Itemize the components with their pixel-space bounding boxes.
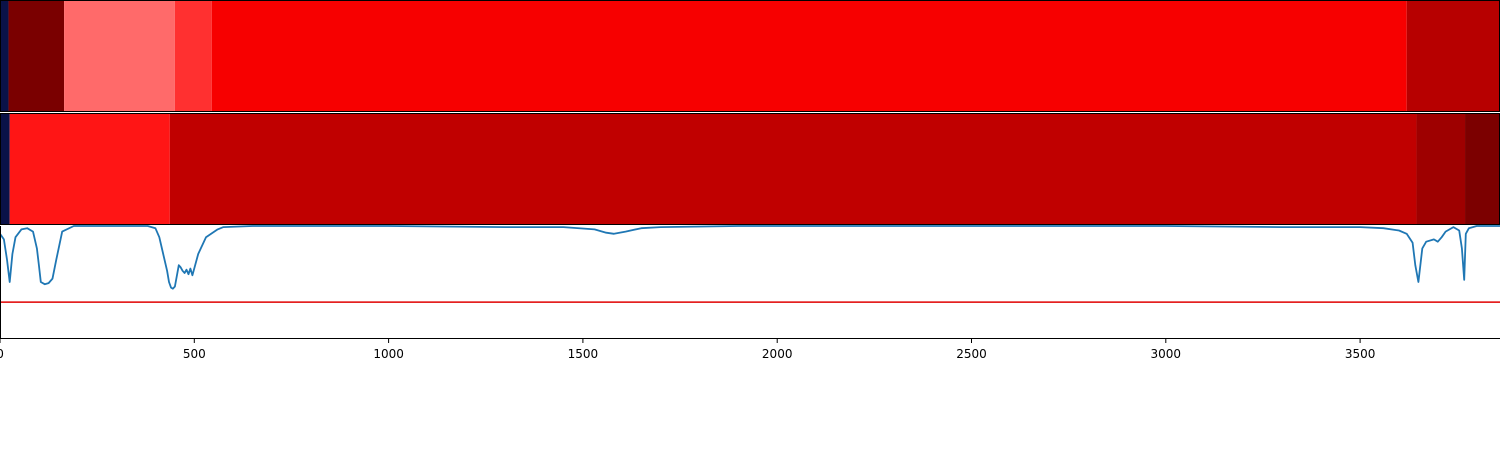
- line-panel: [0, 225, 1500, 339]
- x-tick-label-500: 500: [183, 347, 206, 361]
- heatmap-segment-0-0: [0, 0, 9, 112]
- heatmap-segment-0-4: [211, 0, 1407, 112]
- x-axis: 0 500 1000 1500 2000 2500 3000 3500: [0, 338, 1376, 361]
- x-tick-label-2500: 2500: [956, 347, 987, 361]
- heatmap-segment-0-2: [64, 0, 175, 112]
- heatmap-strip-top: [0, 0, 1500, 112]
- heatmap-segment-0-1: [8, 0, 65, 112]
- series-line: [0, 225, 1500, 290]
- x-tick-label-2000: 2000: [762, 347, 793, 361]
- heatmap-segment-1-3: [1416, 113, 1466, 225]
- heatmap-strip-bottom: [0, 113, 1500, 225]
- line-panel-background: [0, 226, 1500, 338]
- heatmap-segment-1-4: [1465, 113, 1500, 225]
- x-tick-label-1000: 1000: [373, 347, 404, 361]
- heatmap-segment-0-5: [1406, 0, 1500, 112]
- heatmap-segment-0-3: [174, 0, 212, 112]
- x-tick-label-0: 0: [0, 347, 4, 361]
- heatmap-segment-1-2: [169, 113, 1417, 225]
- heatmap-segment-1-0: [0, 113, 10, 225]
- x-tick-label-3000: 3000: [1151, 347, 1182, 361]
- heatmap-segment-1-1: [9, 113, 170, 225]
- x-tick-label-1500: 1500: [568, 347, 599, 361]
- x-tick-label-3500: 3500: [1345, 347, 1376, 361]
